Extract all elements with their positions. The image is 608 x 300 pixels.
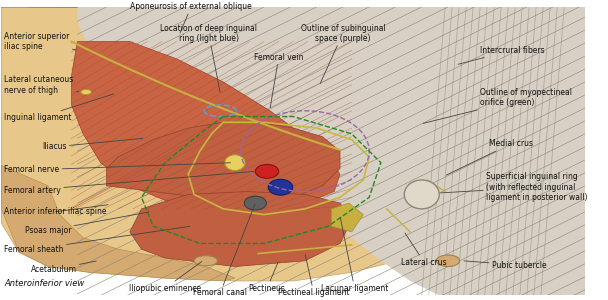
Ellipse shape [404, 180, 439, 209]
Ellipse shape [255, 164, 278, 178]
Text: Anteroinferior view: Anteroinferior view [4, 279, 85, 288]
Text: Femoral artery: Femoral artery [4, 172, 254, 195]
Text: Anterior superior
iliac spine: Anterior superior iliac spine [4, 32, 76, 51]
Text: Iliopubic eminence: Iliopubic eminence [129, 262, 202, 293]
Text: Femoral vein: Femoral vein [254, 53, 303, 108]
Ellipse shape [194, 256, 218, 266]
Polygon shape [77, 7, 586, 295]
Ellipse shape [268, 179, 292, 195]
Polygon shape [1, 7, 434, 281]
Text: Aponeurosis of external oblique: Aponeurosis of external oblique [130, 2, 252, 33]
Polygon shape [331, 203, 364, 232]
Text: Femoral sheath: Femoral sheath [4, 226, 190, 254]
Text: Anterior inferior iliac spine: Anterior inferior iliac spine [4, 205, 108, 216]
Ellipse shape [244, 196, 266, 210]
Text: Lateral cutaneous
nerve of thigh: Lateral cutaneous nerve of thigh [4, 75, 79, 94]
Text: Lacunar ligament: Lacunar ligament [321, 218, 389, 293]
Polygon shape [72, 41, 340, 209]
Text: Femoral nerve: Femoral nerve [4, 163, 230, 174]
Text: Outline of myopectineal
orifice (green): Outline of myopectineal orifice (green) [423, 88, 572, 123]
Polygon shape [130, 191, 351, 266]
Ellipse shape [437, 255, 460, 266]
Text: Iliacus: Iliacus [43, 138, 143, 151]
Text: Femoral canal: Femoral canal [193, 204, 255, 297]
Text: Medial crus: Medial crus [446, 140, 533, 175]
Text: Outline of subinguinal
space (purple): Outline of subinguinal space (purple) [300, 24, 385, 83]
Polygon shape [1, 166, 235, 281]
Text: Superficial inguinal ring
(with reflected inguinal
ligament in posterior wall): Superficial inguinal ring (with reflecte… [441, 172, 587, 202]
Text: Inguinal ligament: Inguinal ligament [4, 94, 114, 122]
Text: Psoas major: Psoas major [25, 212, 149, 235]
Text: Lateral crus: Lateral crus [401, 233, 447, 267]
Text: Intercrural fibers: Intercrural fibers [458, 46, 545, 64]
Polygon shape [106, 122, 340, 200]
Text: Pectineal ligament: Pectineal ligament [278, 255, 350, 297]
Text: Location of deep inguinal
ring (light blue): Location of deep inguinal ring (light bl… [160, 24, 257, 92]
Text: Acetabulum: Acetabulum [30, 261, 96, 274]
Text: Pectineus: Pectineus [249, 262, 286, 293]
Text: Pubic tubercle: Pubic tubercle [464, 261, 547, 270]
Ellipse shape [225, 155, 245, 171]
Ellipse shape [81, 89, 91, 94]
